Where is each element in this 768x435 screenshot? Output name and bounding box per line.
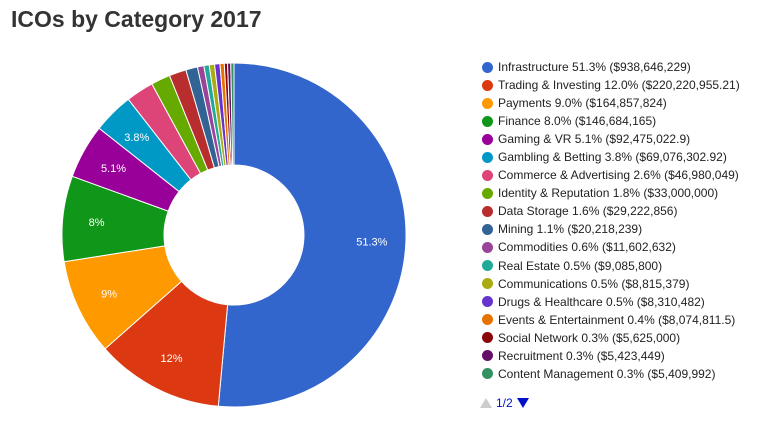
- legend-label: Commodities 0.6% ($11,602,632): [498, 240, 676, 255]
- legend-item[interactable]: Commerce & Advertising 2.6% ($46,980,049…: [482, 166, 740, 184]
- legend-swatch: [482, 314, 493, 326]
- legend-swatch: [482, 61, 493, 73]
- slice-label: 5.1%: [101, 163, 126, 175]
- legend-label: Social Network 0.3% ($5,625,000): [498, 330, 681, 345]
- legend-label: Identity & Reputation 1.8% ($33,000,000): [498, 186, 719, 201]
- legend-swatch: [482, 187, 493, 199]
- legend-label: Content Management 0.3% ($5,409,992): [498, 366, 716, 381]
- legend-item[interactable]: Content Management 0.3% ($5,409,992): [482, 365, 740, 383]
- legend-pager: 1/2: [480, 396, 529, 410]
- legend-swatch: [482, 296, 493, 308]
- legend-label: Communications 0.5% ($8,815,379): [498, 276, 690, 291]
- pager-text: 1/2: [496, 396, 513, 410]
- legend-item[interactable]: Payments 9.0% ($164,857,824): [482, 94, 740, 112]
- pie-slice[interactable]: [217, 62, 407, 408]
- legend-label: Finance 8.0% ($146,684,165): [498, 114, 657, 129]
- legend-item[interactable]: Gaming & VR 5.1% ($92,475,022.9): [482, 130, 740, 148]
- legend-swatch: [482, 151, 493, 163]
- legend-swatch: [482, 350, 493, 362]
- legend-label: Real Estate 0.5% ($9,085,800): [498, 258, 663, 273]
- legend-swatch: [482, 332, 493, 344]
- legend-swatch: [482, 260, 493, 272]
- legend-item[interactable]: Trading & Investing 12.0% ($220,220,955.…: [482, 76, 740, 94]
- legend-label: Data Storage 1.6% ($29,222,856): [498, 204, 678, 219]
- legend-swatch: [482, 368, 493, 380]
- legend-label: Gambling & Betting 3.8% ($69,076,302.92): [498, 150, 727, 165]
- slice-label: 12%: [161, 353, 183, 365]
- legend-item[interactable]: Gambling & Betting 3.8% ($69,076,302.92): [482, 148, 740, 166]
- legend-item[interactable]: Drugs & Healthcare 0.5% ($8,310,482): [482, 293, 740, 311]
- triangle-down-icon[interactable]: [516, 398, 529, 408]
- legend-item[interactable]: Social Network 0.3% ($5,625,000): [482, 329, 740, 347]
- triangle-up-icon: [480, 398, 492, 408]
- legend-label: Infrastructure 51.3% ($938,646,229): [498, 60, 691, 75]
- donut-chart: 51.3% 12% 9% 8% 5.1% 3.8%: [61, 62, 407, 408]
- legend-item[interactable]: Data Storage 1.6% ($29,222,856): [482, 202, 740, 220]
- legend-swatch: [482, 97, 493, 109]
- legend-label: Gaming & VR 5.1% ($92,475,022.9): [498, 132, 691, 147]
- slice-label: 51.3%: [356, 236, 387, 248]
- legend-item[interactable]: Mining 1.1% ($20,218,239): [482, 220, 740, 238]
- legend-swatch: [482, 115, 493, 127]
- legend-item[interactable]: Infrastructure 51.3% ($938,646,229): [482, 58, 740, 76]
- legend-item[interactable]: Events & Entertainment 0.4% ($8,074,811.…: [482, 311, 740, 329]
- legend-item[interactable]: Identity & Reputation 1.8% ($33,000,000): [482, 184, 740, 202]
- slice-label: 3.8%: [124, 132, 149, 144]
- legend-swatch: [482, 205, 493, 217]
- legend-label: Mining 1.1% ($20,218,239): [498, 222, 643, 237]
- pie-slice[interactable]: [230, 62, 235, 166]
- legend-item[interactable]: Commodities 0.6% ($11,602,632): [482, 238, 740, 256]
- legend-item[interactable]: Communications 0.5% ($8,815,379): [482, 275, 740, 293]
- legend-item[interactable]: Real Estate 0.5% ($9,085,800): [482, 257, 740, 275]
- legend: Infrastructure 51.3% ($938,646,229) Tradi…: [482, 58, 740, 383]
- legend-label: Drugs & Healthcare 0.5% ($8,310,482): [498, 294, 705, 309]
- legend-label: Trading & Investing 12.0% ($220,220,955.…: [498, 78, 740, 93]
- legend-swatch: [482, 133, 493, 145]
- slice-label: 8%: [89, 217, 105, 229]
- legend-item[interactable]: Recruitment 0.3% ($5,423,449): [482, 347, 740, 365]
- legend-swatch: [482, 241, 493, 253]
- legend-item[interactable]: Finance 8.0% ($146,684,165): [482, 112, 740, 130]
- legend-label: Commerce & Advertising 2.6% ($46,980,049…: [498, 168, 739, 183]
- legend-label: Payments 9.0% ($164,857,824): [498, 96, 667, 111]
- legend-swatch: [482, 79, 493, 91]
- slice-label: 9%: [101, 289, 117, 301]
- legend-label: Events & Entertainment 0.4% ($8,074,811.…: [498, 312, 736, 327]
- legend-swatch: [482, 223, 493, 235]
- legend-swatch: [482, 169, 493, 181]
- legend-label: Recruitment 0.3% ($5,423,449): [498, 348, 665, 363]
- legend-swatch: [482, 278, 493, 290]
- chart-title: ICOs by Category 2017: [11, 6, 262, 32]
